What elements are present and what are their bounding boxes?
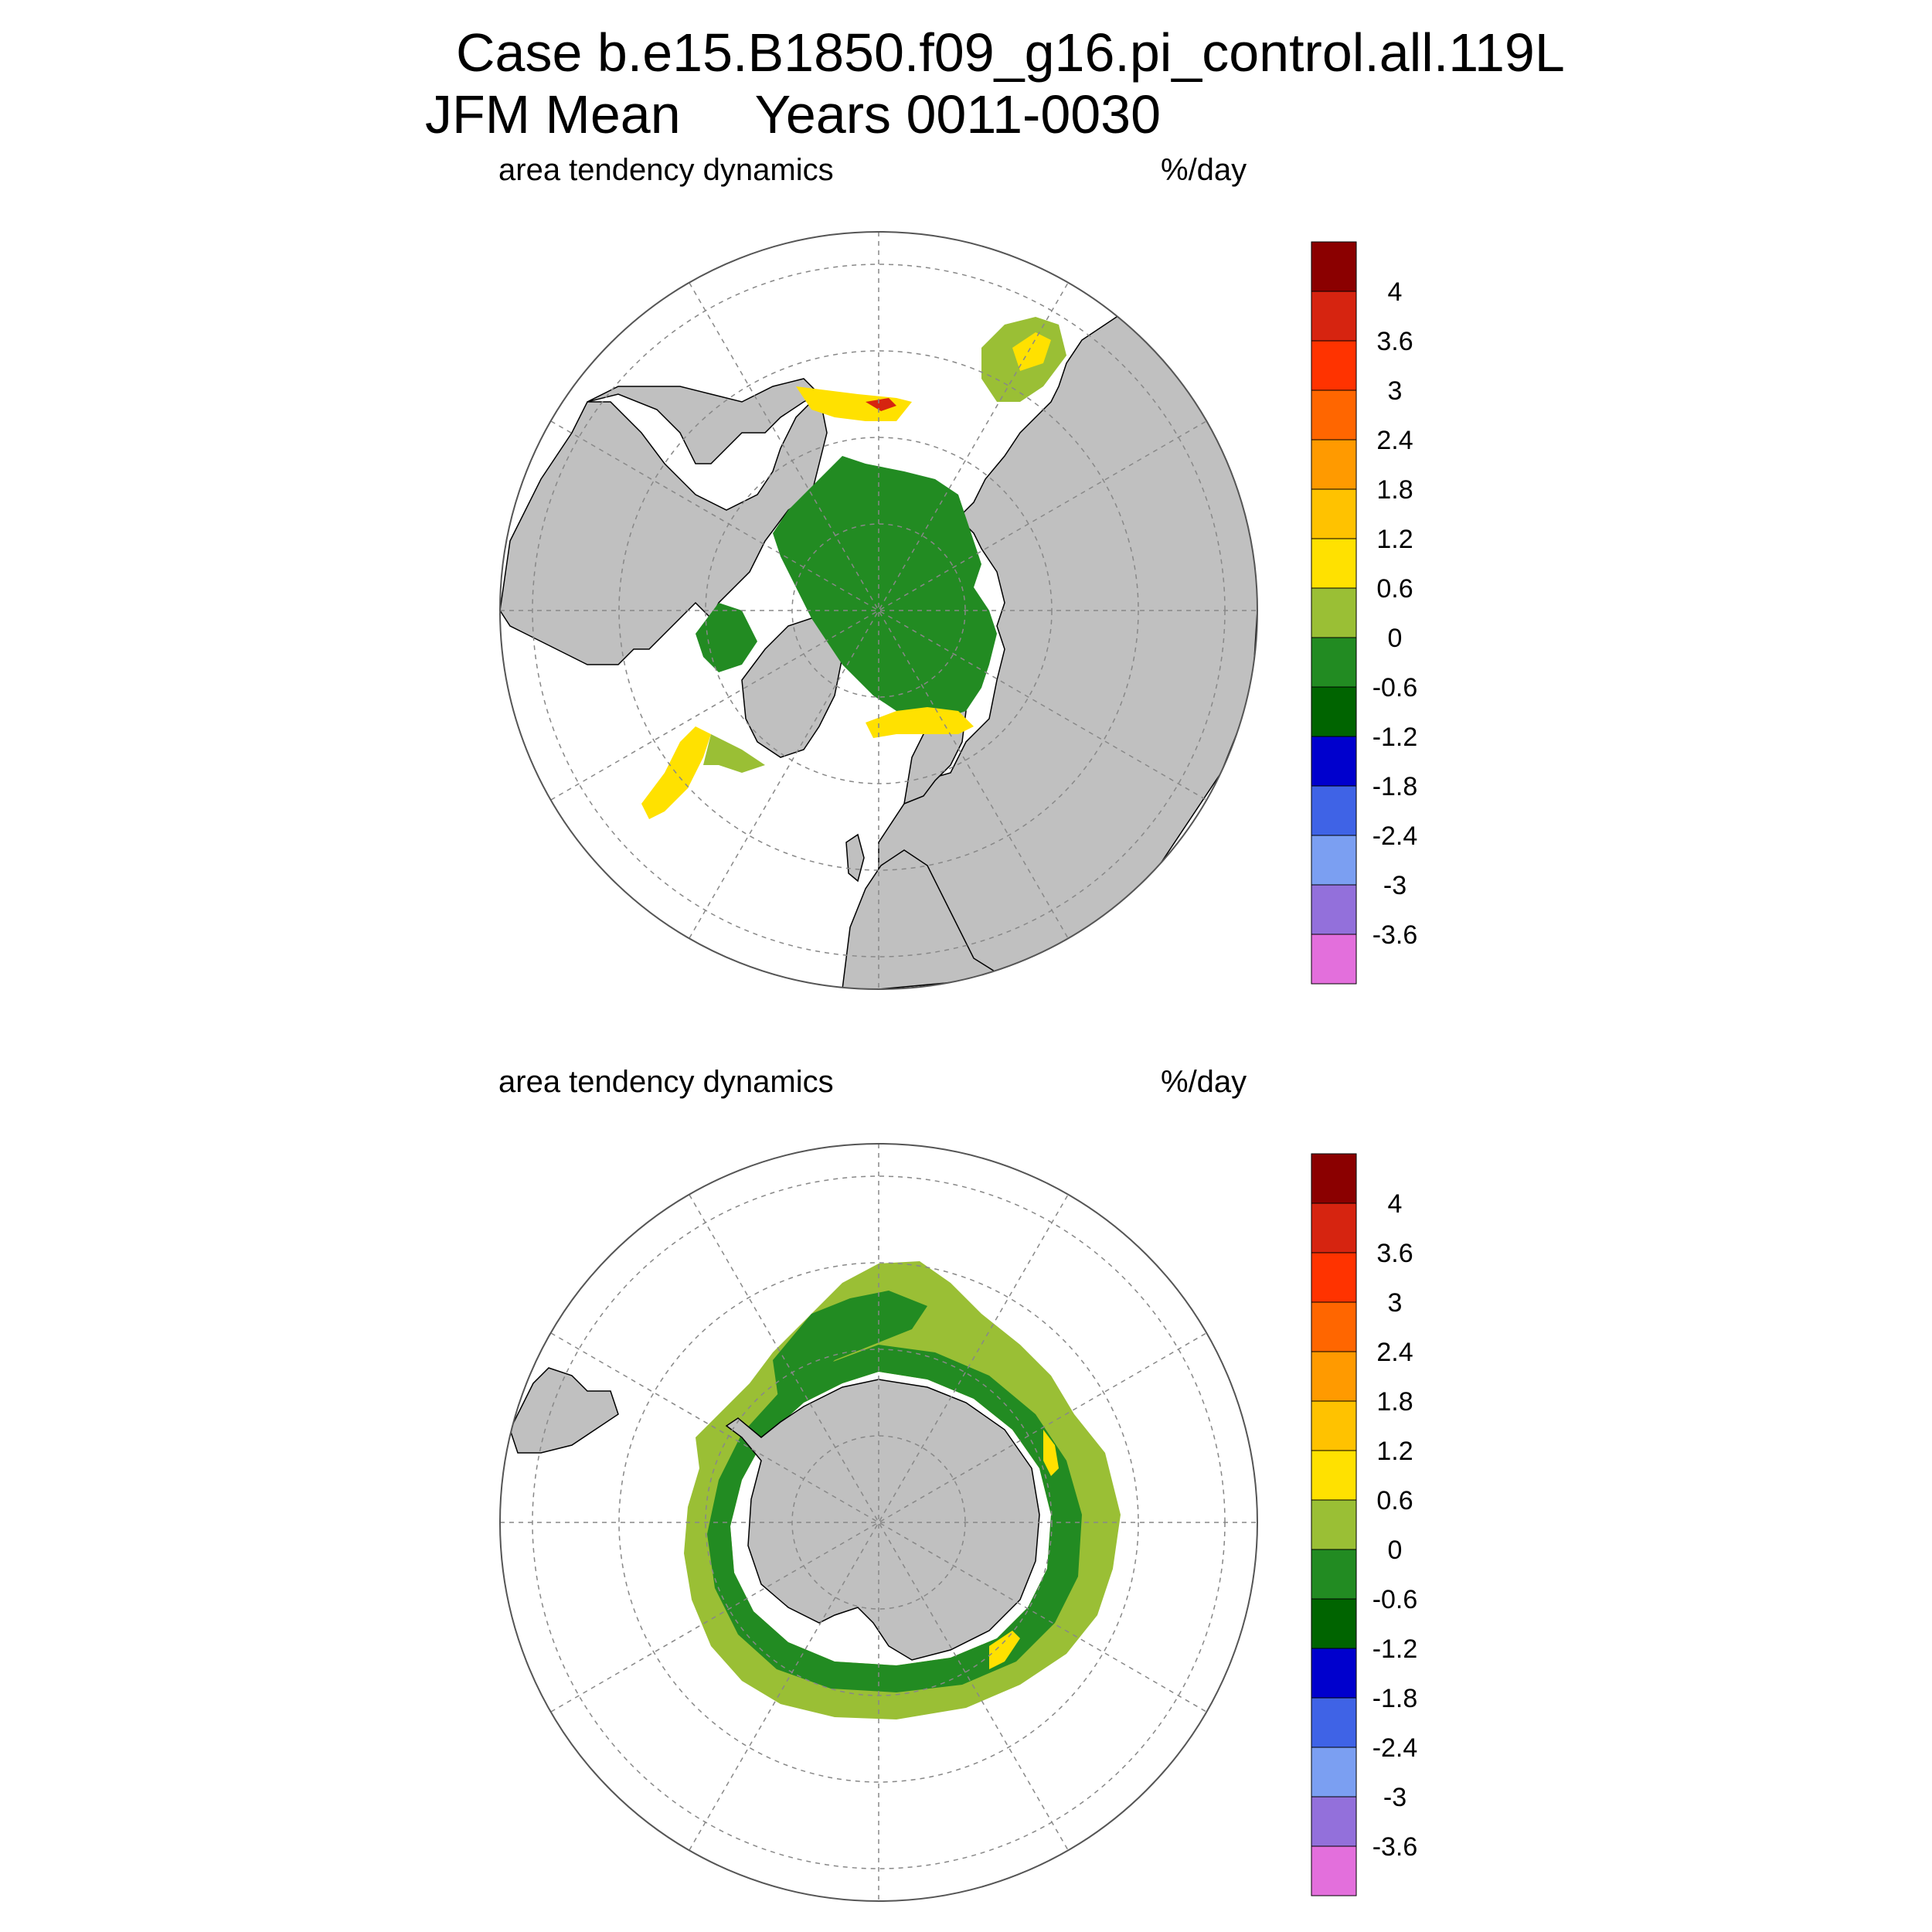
south-ice-ross-yellow	[989, 1631, 1020, 1669]
south-colorbar-tick-label: 3	[1388, 1288, 1403, 1318]
north-colorbar-tick-label: 1.8	[1376, 475, 1413, 505]
south-polar-map	[499, 1143, 1258, 1902]
north-colorbar-box	[1311, 488, 1357, 539]
north-ice-bering-peak	[866, 398, 896, 411]
south-colorbar-box	[1311, 1351, 1357, 1402]
south-colorbar-box	[1311, 1499, 1357, 1550]
north-colorbar-tick-label: 0.6	[1376, 574, 1413, 604]
south-colorbar-tick-label: 0.6	[1376, 1486, 1413, 1515]
north-colorbar-tick-label: -1.8	[1372, 772, 1418, 801]
north-land-north-america	[500, 393, 828, 665]
south-colorbar-tick-label: 1.8	[1376, 1387, 1413, 1417]
south-colorbar-box	[1311, 1747, 1357, 1798]
north-colorbar-tick-label: -1.2	[1372, 723, 1418, 752]
north-colorbar-tick-label: 3	[1388, 376, 1403, 406]
south-colorbar-tick-label: 1.2	[1376, 1437, 1413, 1466]
north-colorbar-tick-label: -2.4	[1372, 821, 1418, 851]
north-colorbar-tick-label: 3.6	[1376, 327, 1413, 356]
north-colorbar: 4 3.6 3 2.4 1.8 1.2 0.6 0 -0.6 -1.2 -1.8 -2.4 -3 -3.6	[1311, 241, 1418, 985]
north-colorbar-box	[1311, 241, 1357, 292]
north-land-alaska	[587, 378, 821, 464]
north-ice-labrador-edge	[703, 734, 765, 773]
page-title-line-1: Case b.e15.B1850.f09_g16.pi_control.all.…	[456, 22, 1565, 83]
south-colorbar-box	[1311, 1400, 1357, 1451]
north-colorbar-box	[1311, 934, 1357, 985]
north-colorbar-box	[1311, 835, 1357, 886]
north-land-greenland	[741, 617, 843, 758]
page-title-line-2: JFM Mean Years 0011-0030	[425, 84, 1162, 145]
south-land-south-america	[509, 1367, 619, 1454]
south-colorbar-box	[1311, 1648, 1357, 1699]
north-colorbar-box	[1311, 291, 1357, 342]
south-colorbar-tick-label: -2.4	[1372, 1733, 1418, 1763]
north-colorbar-tick-label: 2.4	[1376, 426, 1413, 455]
north-colorbar-box	[1311, 736, 1357, 787]
north-ice-arctic-basin	[773, 456, 997, 723]
north-colorbar-tick-label: 4	[1388, 277, 1403, 307]
north-colorbar-box	[1311, 884, 1357, 935]
north-ice-okhotsk-yellow	[1012, 332, 1051, 371]
north-colorbar-tick-label: -3	[1383, 871, 1406, 900]
north-colorbar-box	[1311, 637, 1357, 688]
south-colorbar: 4 3.6 3 2.4 1.8 1.2 0.6 0 -0.6 -1.2 -1.8 -2.4 -3 -3.6	[1311, 1153, 1418, 1896]
south-panel-variable-label: area tendency dynamics	[498, 1065, 834, 1099]
south-colorbar-box	[1311, 1796, 1357, 1847]
south-colorbar-box	[1311, 1598, 1357, 1649]
south-colorbar-box	[1311, 1450, 1357, 1501]
north-colorbar-box	[1311, 785, 1357, 836]
north-colorbar-tick-label: -3.6	[1372, 920, 1418, 950]
north-colorbar-box	[1311, 389, 1357, 440]
south-ice-east-yellow	[1043, 1430, 1059, 1476]
south-colorbar-box	[1311, 1301, 1357, 1352]
south-colorbar-box	[1311, 1845, 1357, 1896]
north-colorbar-box	[1311, 340, 1357, 391]
north-panel-units-label: %/day	[1161, 153, 1247, 187]
north-colorbar-box	[1311, 587, 1357, 638]
south-colorbar-box	[1311, 1549, 1357, 1600]
north-colorbar-box	[1311, 439, 1357, 490]
north-ice-greenland-sea	[866, 707, 974, 738]
north-colorbar-box	[1311, 538, 1357, 589]
north-polar-map	[499, 231, 1258, 990]
south-colorbar-box	[1311, 1202, 1357, 1253]
south-graticule	[500, 1144, 1257, 1901]
south-colorbar-tick-label: -1.2	[1372, 1634, 1418, 1664]
south-colorbar-tick-label: -1.8	[1372, 1684, 1418, 1713]
north-colorbar-box	[1311, 686, 1357, 737]
south-colorbar-tick-label: 0	[1388, 1536, 1403, 1565]
south-ice-weddell-patch	[773, 1291, 927, 1414]
south-colorbar-tick-label: 2.4	[1376, 1338, 1413, 1367]
north-panel-variable-label: area tendency dynamics	[498, 153, 834, 187]
south-colorbar-tick-label: 4	[1388, 1189, 1403, 1219]
south-colorbar-tick-label: 3.6	[1376, 1239, 1413, 1268]
north-ice-hudson	[696, 603, 757, 672]
south-colorbar-tick-label: -3.6	[1372, 1832, 1418, 1862]
south-colorbar-box	[1311, 1697, 1357, 1748]
north-colorbar-tick-label: 1.2	[1376, 525, 1413, 554]
north-graticule	[500, 232, 1257, 989]
north-land-eurasia	[878, 262, 1257, 989]
south-colorbar-tick-label: -0.6	[1372, 1585, 1418, 1614]
south-colorbar-tick-label: -3	[1383, 1783, 1406, 1812]
north-ice-bering	[796, 386, 912, 421]
north-colorbar-tick-label: -0.6	[1372, 673, 1418, 702]
south-colorbar-box	[1311, 1153, 1357, 1204]
north-colorbar-tick-label: 0	[1388, 624, 1403, 653]
south-panel-units-label: %/day	[1161, 1065, 1247, 1099]
south-colorbar-box	[1311, 1252, 1357, 1303]
